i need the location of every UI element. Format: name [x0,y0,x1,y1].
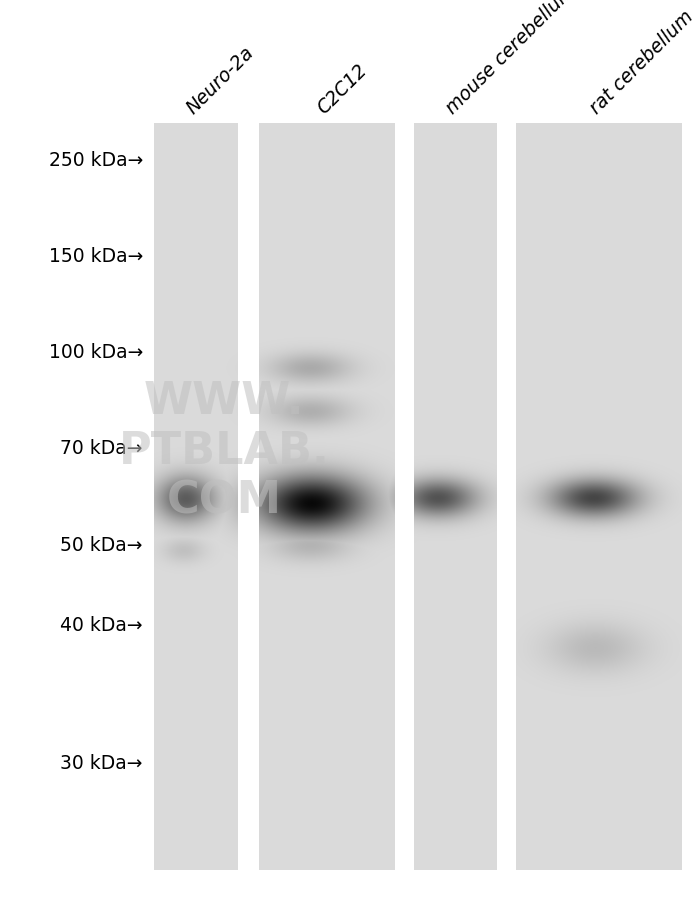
Text: rat cerebellum: rat cerebellum [586,7,697,118]
Text: 40 kDa→: 40 kDa→ [60,615,143,635]
Text: 30 kDa→: 30 kDa→ [60,752,143,772]
Text: mouse cerebellum: mouse cerebellum [442,0,579,118]
Text: 100 kDa→: 100 kDa→ [48,342,143,362]
Text: 50 kDa→: 50 kDa→ [60,535,143,555]
Text: WWW.
PTBLAB.
COM: WWW. PTBLAB. COM [118,380,330,522]
Text: Neuro-2a: Neuro-2a [183,43,258,118]
Text: 150 kDa→: 150 kDa→ [48,246,143,266]
Text: 250 kDa→: 250 kDa→ [48,151,143,170]
Text: C2C12: C2C12 [314,60,371,118]
Text: 70 kDa→: 70 kDa→ [60,438,143,458]
